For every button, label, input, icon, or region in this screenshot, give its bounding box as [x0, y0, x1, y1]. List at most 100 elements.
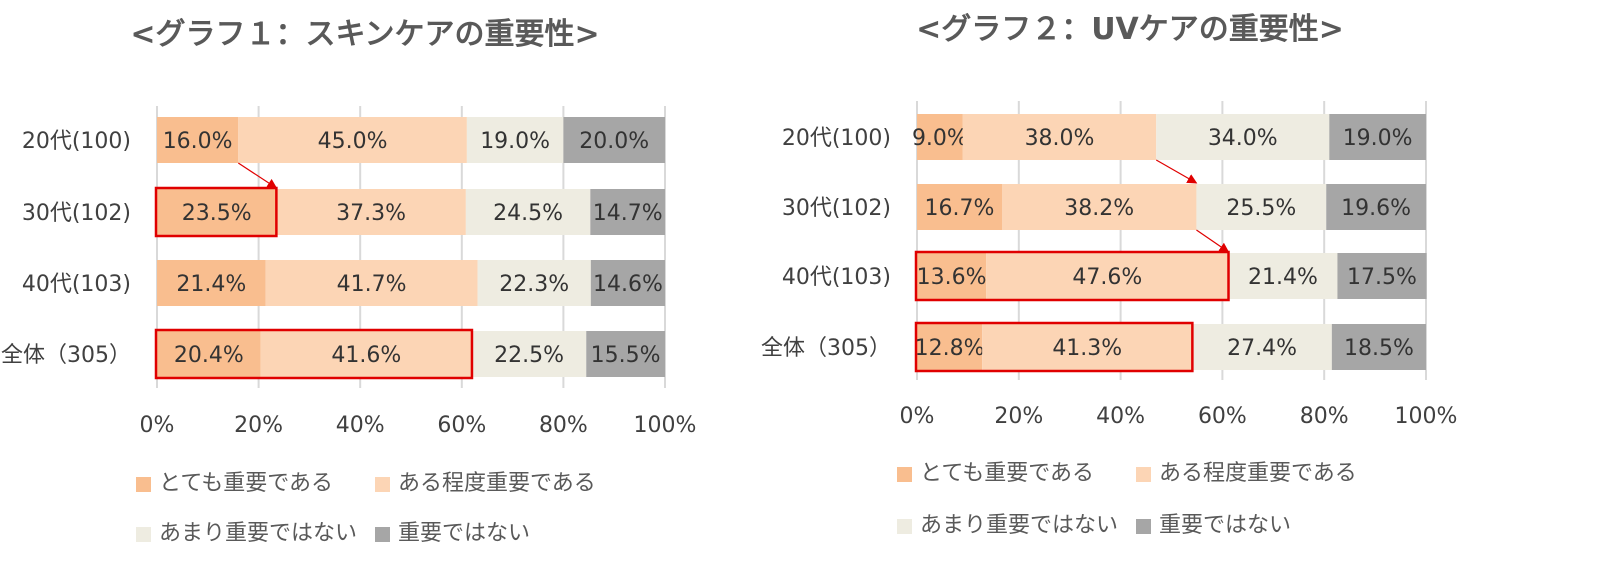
bar-segment [1326, 184, 1426, 230]
data-label: 12.8% [915, 336, 985, 361]
x-tick-label: 80% [1300, 404, 1349, 429]
data-label: 38.2% [1064, 196, 1134, 221]
bar-segment [986, 253, 1229, 299]
x-tick-label: 60% [1198, 404, 1247, 429]
bar-segment [157, 331, 261, 377]
data-label: 16.7% [925, 196, 995, 221]
bar-segment [917, 114, 963, 160]
bar-segment [917, 253, 987, 299]
bar-segment [238, 117, 467, 163]
data-label: 38.0% [1025, 126, 1095, 151]
x-tick-label: 40% [1096, 404, 1145, 429]
data-label: 20.0% [579, 129, 649, 154]
chart-title: <グラフ１：スキンケアの重要性> [130, 17, 599, 52]
annotation-arrow [1196, 229, 1230, 253]
category-label: 全体（305） [761, 336, 891, 361]
highlight-box [154, 186, 278, 238]
legend-swatch [375, 477, 390, 492]
legend-swatch [136, 527, 151, 542]
x-tick-label: 100% [634, 413, 697, 438]
bar-segment [260, 331, 472, 377]
data-label: 22.3% [499, 272, 569, 297]
bar-segment [917, 324, 983, 370]
category-label: 全体（305） [1, 343, 131, 368]
data-label: 27.4% [1227, 336, 1297, 361]
bar-segment [276, 189, 466, 235]
bar-segment [917, 184, 1003, 230]
bar-segment [590, 260, 665, 306]
legend-label: あまり重要ではない [920, 513, 1118, 538]
data-label: 41.6% [331, 343, 401, 368]
data-label: 14.6% [593, 272, 663, 297]
bar-segment [1192, 324, 1332, 370]
bar-segment [1337, 253, 1427, 299]
data-label: 37.3% [336, 201, 406, 226]
legend-label: ある程度重要である [1159, 461, 1357, 486]
highlight-box [914, 250, 1230, 302]
legend-swatch [1136, 519, 1151, 534]
data-label: 13.6% [917, 265, 987, 290]
data-label: 19.0% [1343, 126, 1413, 151]
data-label: 21.4% [176, 272, 246, 297]
data-label: 21.4% [1248, 265, 1318, 290]
data-label: 34.0% [1208, 126, 1278, 151]
data-label: 47.6% [1072, 265, 1142, 290]
bar-segment [265, 260, 478, 306]
data-label: 17.5% [1347, 265, 1417, 290]
bar-segment [1331, 324, 1426, 370]
legend-label: 重要ではない [398, 521, 530, 546]
data-label: 23.5% [182, 201, 252, 226]
legend-label: ある程度重要である [398, 471, 596, 496]
bar-segment [962, 114, 1157, 160]
legend-label: とても重要である [159, 471, 333, 496]
bar-segment [471, 331, 587, 377]
x-tick-label: 40% [336, 413, 385, 438]
data-label: 24.5% [493, 201, 563, 226]
category-label: 40代(103) [22, 272, 131, 297]
bar-segment [982, 324, 1193, 370]
highlight-box [154, 328, 474, 380]
data-label: 18.5% [1344, 336, 1414, 361]
legend-label: あまり重要ではない [159, 521, 357, 546]
data-label: 22.5% [494, 343, 564, 368]
bar-segment [586, 331, 665, 377]
data-label: 16.0% [163, 129, 233, 154]
highlight-box [914, 321, 1194, 373]
data-label: 45.0% [318, 129, 388, 154]
bar-segment [1228, 253, 1338, 299]
data-label: 14.7% [593, 201, 663, 226]
x-tick-label: 80% [539, 413, 588, 438]
data-label: 19.0% [480, 129, 550, 154]
data-label: 19.6% [1341, 196, 1411, 221]
data-label: 15.5% [591, 343, 661, 368]
data-label: 41.7% [337, 272, 407, 297]
bar-segment [590, 189, 665, 235]
annotation-arrow [1155, 159, 1198, 184]
data-label: 20.4% [174, 343, 244, 368]
category-label: 40代(103) [782, 265, 891, 290]
bar-segment [477, 260, 591, 306]
chart-1: <グラフ１：スキンケアの重要性> 0% 20% 40% 60% 80% 100% 20代(10… [1, 17, 696, 546]
x-tick-label: 0% [140, 413, 175, 438]
category-label: 30代(102) [22, 201, 131, 226]
category-label: 30代(102) [782, 196, 891, 221]
legend-label: 重要ではない [1159, 513, 1291, 538]
category-label: 20代(100) [782, 126, 891, 151]
legend-swatch [375, 527, 390, 542]
bar-segment [1196, 184, 1327, 230]
legend-swatch [897, 519, 912, 534]
legend-swatch [1136, 467, 1151, 482]
bar-segment [563, 117, 665, 163]
chart-title: <グラフ２：UVケアの重要性> [916, 12, 1344, 47]
data-label: 9.0% [912, 126, 968, 151]
bar-segment [157, 117, 239, 163]
x-tick-label: 20% [234, 413, 283, 438]
legend-swatch [136, 477, 151, 492]
legend-swatch [897, 467, 912, 482]
bar-segment [157, 260, 266, 306]
legend-label: とても重要である [920, 461, 1094, 486]
bar-segment [465, 189, 591, 235]
bar-segment [1002, 184, 1197, 230]
x-tick-label: 60% [437, 413, 486, 438]
